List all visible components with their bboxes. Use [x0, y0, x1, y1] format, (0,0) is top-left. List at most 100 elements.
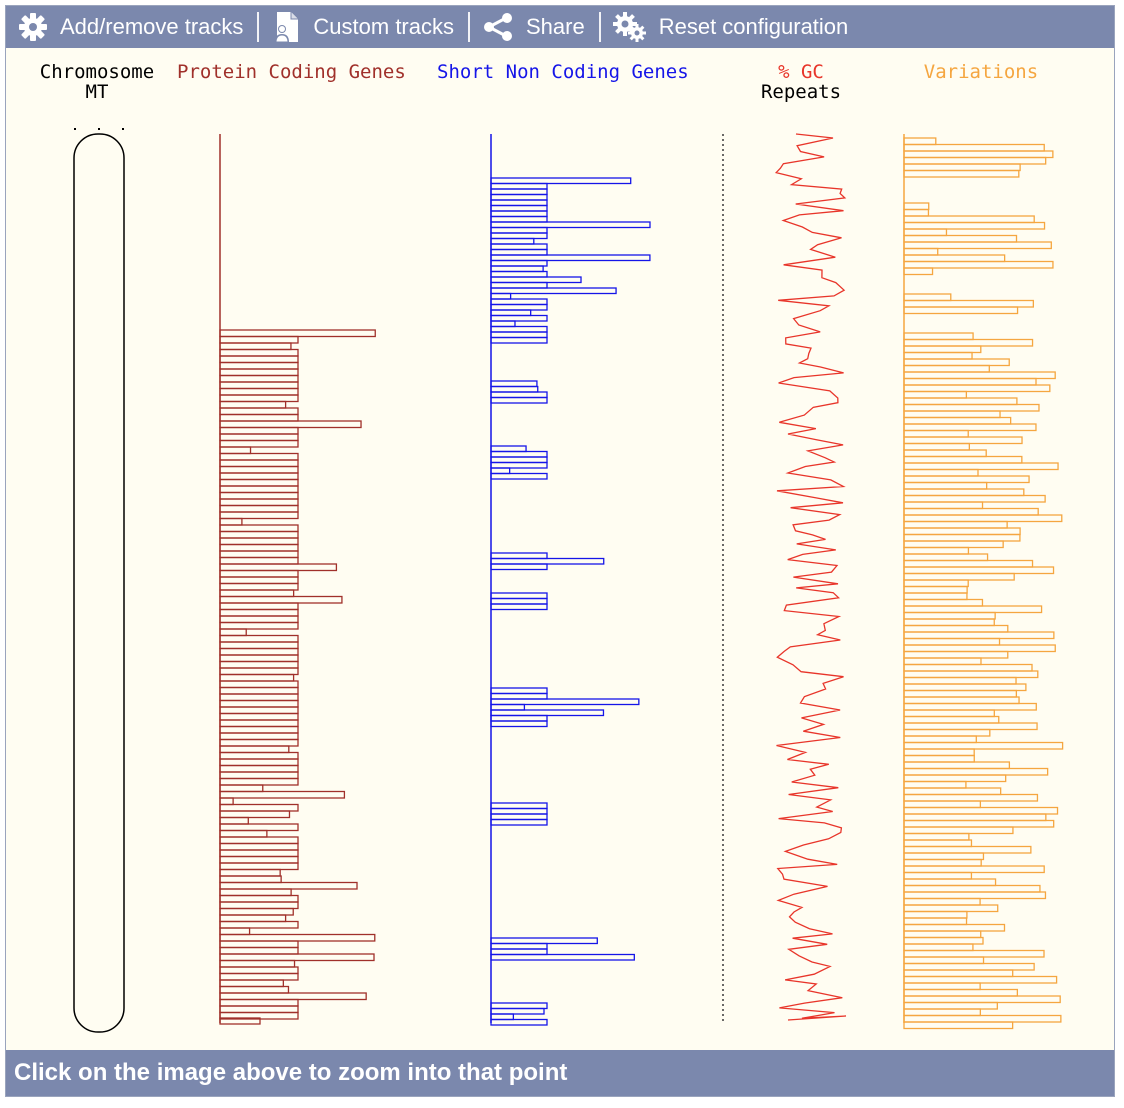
protein-coding-gene-bar [219, 550, 299, 559]
short-non-coding-gene-bar [490, 259, 548, 267]
short-non-coding-gene-bar [490, 199, 548, 207]
variation-bar [903, 676, 1017, 685]
variation-bar [903, 221, 1046, 230]
short-non-coding-gene-bar [490, 813, 548, 821]
short-non-coding-gene-bar [490, 937, 598, 945]
variation-bar [903, 1014, 1062, 1023]
short-non-coding-gene-bar [490, 687, 548, 695]
toolbar-divider [598, 12, 601, 42]
custom-tracks-button[interactable]: Custom tracks [259, 6, 468, 48]
protein-coding-genes-header: Protein Coding Genes [177, 61, 406, 83]
variation-bar [903, 468, 979, 477]
karyotype-panel: Add/remove tracks Custom tracks [5, 5, 1115, 1097]
variation-bar [903, 800, 982, 809]
short-non-coding-gene-bar [490, 292, 512, 300]
variation-bar [903, 488, 1025, 497]
short-non-coding-gene-bar [490, 215, 548, 223]
short-non-coding-gene-bar [490, 807, 548, 815]
variation-bar [903, 852, 985, 861]
variation-bar [903, 663, 1033, 672]
protein-coding-gene-bar [219, 420, 362, 429]
gear-icon [19, 13, 47, 41]
short-non-coding-gene-bar [490, 270, 548, 278]
short-non-coding-genes-header: Short Non Coding Genes [437, 61, 689, 83]
variation-bar [903, 137, 937, 146]
protein-coding-gene-bar [219, 556, 299, 565]
variation-bar [903, 254, 1006, 263]
protein-coding-gene-bar [219, 992, 367, 1001]
repeats-header: Repeats [761, 81, 841, 103]
short-non-coding-gene-bar [490, 720, 548, 728]
chromosome-ideogram[interactable] [73, 133, 125, 1033]
variation-bar [903, 358, 1010, 367]
variation-bar [903, 969, 1014, 978]
zoom-hint-bar: Click on the image above to zoom into th… [6, 1050, 1114, 1096]
protein-coding-gene-bar [219, 875, 282, 884]
variation-bar [903, 442, 970, 451]
short-non-coding-gene-bar [490, 204, 548, 212]
variation-bar [903, 774, 1007, 783]
short-non-coding-gene-bar [490, 1007, 545, 1015]
protein-coding-gene-bar [219, 842, 299, 851]
protein-coding-gene-bar [219, 953, 375, 962]
short-non-coding-gene-bar [490, 603, 548, 611]
share-button[interactable]: Share [470, 6, 599, 48]
protein-coding-gene-bar [219, 699, 299, 708]
protein-coding-gene-bar [219, 628, 247, 637]
variation-bar [903, 1008, 981, 1017]
variation-bar [903, 624, 1009, 633]
short-non-coding-gene-bar [490, 243, 548, 251]
variation-bar [903, 618, 995, 627]
variation-bar [903, 689, 1018, 698]
variation-bar [903, 930, 982, 939]
variation-bar [903, 897, 981, 906]
variation-bar [903, 722, 1038, 731]
variation-bar [903, 741, 1064, 750]
variation-bar [903, 845, 1032, 854]
variation-bar [903, 390, 968, 399]
protein-coding-gene-bar [219, 602, 299, 611]
variation-bar [903, 585, 968, 594]
variation-bar [903, 943, 974, 952]
variation-bar [903, 1021, 1014, 1030]
variation-bar [903, 683, 1027, 692]
variation-bar [903, 143, 1045, 152]
variation-bar [903, 384, 1051, 393]
variation-bar [903, 241, 1052, 250]
short-non-coding-gene-bar [490, 237, 535, 245]
variation-bar [903, 436, 1023, 445]
short-non-coding-gene-bar [490, 703, 526, 711]
variation-bar [903, 579, 969, 588]
variation-bar [903, 611, 996, 620]
variation-bar [903, 936, 984, 945]
protein-coding-gene-bar [219, 836, 299, 845]
karyotype-image[interactable]: Chromosome MT Protein Coding Genes Short… [6, 48, 1114, 1048]
reset-configuration-button[interactable]: Reset configuration [601, 6, 863, 48]
variation-bar [903, 208, 930, 217]
short-non-coding-gene-bar [490, 563, 548, 571]
protein-coding-gene-bar [219, 881, 358, 890]
variation-bar [903, 566, 1055, 575]
short-non-coding-gene-bar [490, 1002, 548, 1010]
short-non-coding-gene-bar [490, 1018, 548, 1026]
variation-bar [903, 481, 988, 490]
protein-coding-gene-bar [219, 407, 299, 416]
protein-coding-gene-bar [219, 790, 346, 799]
protein-coding-gene-bar [219, 634, 299, 643]
short-non-coding-gene-bar [490, 698, 640, 706]
protein-coding-gene-bar [219, 940, 299, 949]
variation-bar [903, 507, 1039, 516]
variation-bar [903, 351, 973, 360]
protein-coding-gene-bar [219, 797, 234, 806]
short-non-coding-gene-bar [490, 188, 548, 196]
custom-tracks-label: Custom tracks [313, 14, 454, 39]
protein-coding-gene-bar [219, 342, 292, 351]
protein-coding-gene-bar [219, 829, 268, 838]
protein-coding-gene-bar [219, 985, 290, 994]
add-remove-tracks-button[interactable]: Add/remove tracks [6, 6, 257, 48]
protein-coding-gene-bar [219, 888, 292, 897]
short-non-coding-gene-bar [490, 276, 582, 284]
protein-coding-gene-bar [219, 374, 299, 383]
protein-coding-gene-bar [219, 1011, 299, 1020]
protein-coding-gene-bar [219, 387, 299, 396]
